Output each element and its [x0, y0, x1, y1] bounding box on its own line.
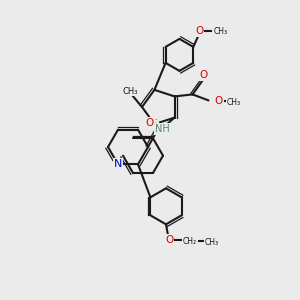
Text: S: S [151, 119, 158, 129]
Text: O: O [146, 118, 154, 128]
Text: CH₃: CH₃ [205, 238, 219, 247]
Text: NH: NH [155, 124, 170, 134]
Text: O: O [195, 26, 203, 36]
Text: CH₂: CH₂ [183, 237, 197, 246]
Text: N: N [114, 159, 122, 169]
Text: O: O [165, 235, 173, 245]
Text: CH₃: CH₃ [226, 98, 241, 107]
Text: CH₃: CH₃ [213, 27, 227, 36]
Text: CH₃: CH₃ [122, 86, 138, 95]
Text: O: O [214, 96, 223, 106]
Text: O: O [200, 70, 208, 80]
